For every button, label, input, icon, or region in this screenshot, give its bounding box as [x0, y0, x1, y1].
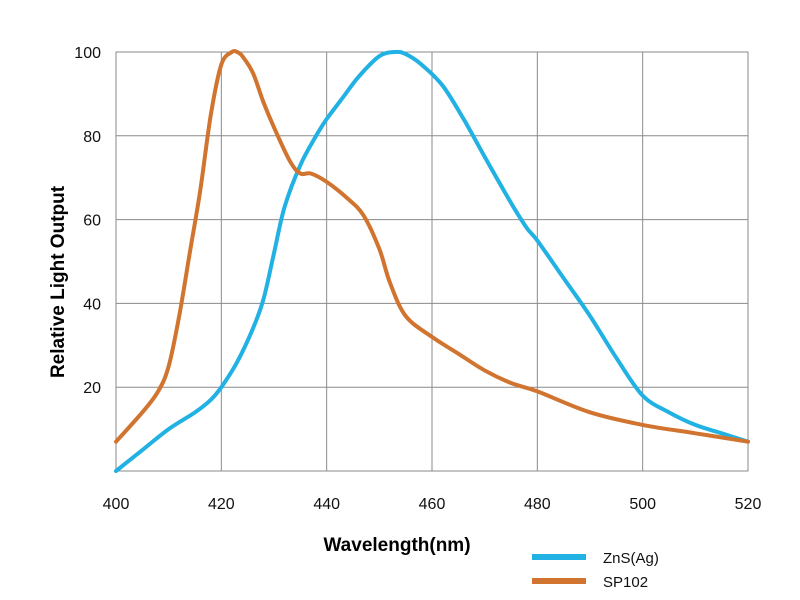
- legend-label-zns-ag: ZnS(Ag): [603, 550, 659, 567]
- x-tick-label: 420: [208, 496, 235, 513]
- legend: ZnS(Ag) SP102: [532, 550, 659, 591]
- x-tick-label: 400: [103, 496, 130, 513]
- plot-area-frame: [115, 51, 749, 472]
- x-tick-label: 500: [629, 496, 656, 513]
- x-tick-label: 520: [735, 496, 762, 513]
- x-tick-label: 460: [419, 496, 446, 513]
- series-line-sp102: [114, 48, 750, 444]
- legend-label-sp102: SP102: [603, 574, 648, 591]
- y-tick-label: 40: [83, 296, 101, 313]
- x-tick-label: 440: [313, 496, 340, 513]
- x-axis-title: Wavelength(nm): [323, 535, 470, 556]
- series-line-zns-ag: [114, 49, 750, 473]
- y-tick-label: 20: [83, 380, 101, 397]
- y-axis-tick-labels: 20 40 60 80 100: [74, 45, 101, 397]
- y-tick-label: 100: [74, 45, 101, 62]
- y-axis-title: Relative Light Output: [48, 185, 69, 378]
- x-tick-label: 480: [524, 496, 551, 513]
- y-tick-label: 80: [83, 129, 101, 146]
- series-lines: [114, 48, 750, 473]
- x-axis-tick-labels: 400 420 440 460 480 500 520: [103, 496, 762, 513]
- y-tick-label: 60: [83, 213, 101, 230]
